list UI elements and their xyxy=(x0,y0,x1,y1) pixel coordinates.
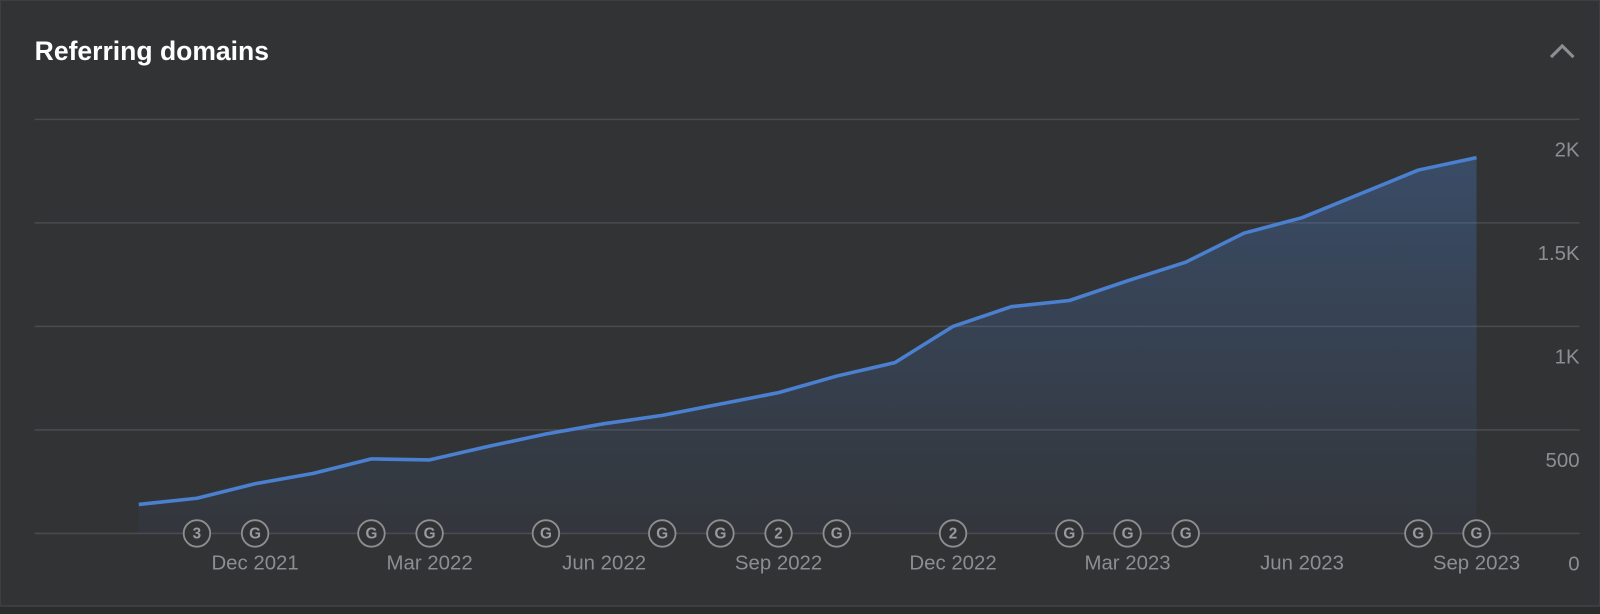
chart-title: Referring domains xyxy=(35,36,269,66)
y-tick-label: 0 xyxy=(1568,553,1579,575)
event-marker xyxy=(182,519,212,548)
event-marker xyxy=(706,519,735,548)
event-marker xyxy=(1404,519,1433,548)
y-tick-label: 1K xyxy=(1555,346,1580,368)
event-label: G xyxy=(714,525,726,542)
event-marker xyxy=(415,519,444,548)
y-tick-label: 1.5K xyxy=(1538,243,1580,265)
event-marker xyxy=(1171,519,1200,548)
event-marker xyxy=(764,519,793,548)
x-tick-label: Mar 2022 xyxy=(387,552,473,574)
y-tick-label: 500 xyxy=(1546,450,1580,472)
event-marker xyxy=(1113,519,1142,548)
x-tick-label: Dec 2021 xyxy=(211,552,298,574)
event-label: G xyxy=(249,525,261,542)
line xyxy=(138,155,1477,507)
event-label: 2 xyxy=(949,525,958,542)
event-marker xyxy=(531,519,561,548)
event-marker xyxy=(240,519,270,548)
event-label: 3 xyxy=(193,525,202,542)
x-tick-label: Jun 2022 xyxy=(562,552,646,574)
event-label: G xyxy=(1412,525,1424,542)
event-label: G xyxy=(1063,525,1075,542)
event-label: G xyxy=(365,525,377,542)
x-tick-label: Dec 2022 xyxy=(909,552,996,574)
area xyxy=(138,157,1477,534)
event-marker xyxy=(648,519,677,548)
y-tick-label: 2K xyxy=(1555,139,1580,161)
x-tick-label: Jun 2023 xyxy=(1260,552,1344,574)
event-label: G xyxy=(1180,525,1192,542)
event-label: G xyxy=(540,525,552,542)
event-label: G xyxy=(424,525,436,542)
event-label: G xyxy=(1471,525,1483,542)
event-label: G xyxy=(656,525,668,542)
x-tick-label: Sep 2022 xyxy=(735,552,822,574)
x-tick-label: Mar 2023 xyxy=(1084,552,1170,574)
collapse-icon[interactable] xyxy=(1549,43,1575,59)
event-marker xyxy=(938,519,968,548)
event-label: G xyxy=(1122,525,1134,542)
event-marker xyxy=(1055,519,1084,548)
event-marker xyxy=(1462,519,1491,548)
x-tick-label: Sep 2023 xyxy=(1433,552,1520,574)
event-marker xyxy=(822,519,851,548)
event-label: G xyxy=(831,525,843,542)
event-label: 2 xyxy=(774,525,783,542)
event-marker xyxy=(357,519,386,548)
